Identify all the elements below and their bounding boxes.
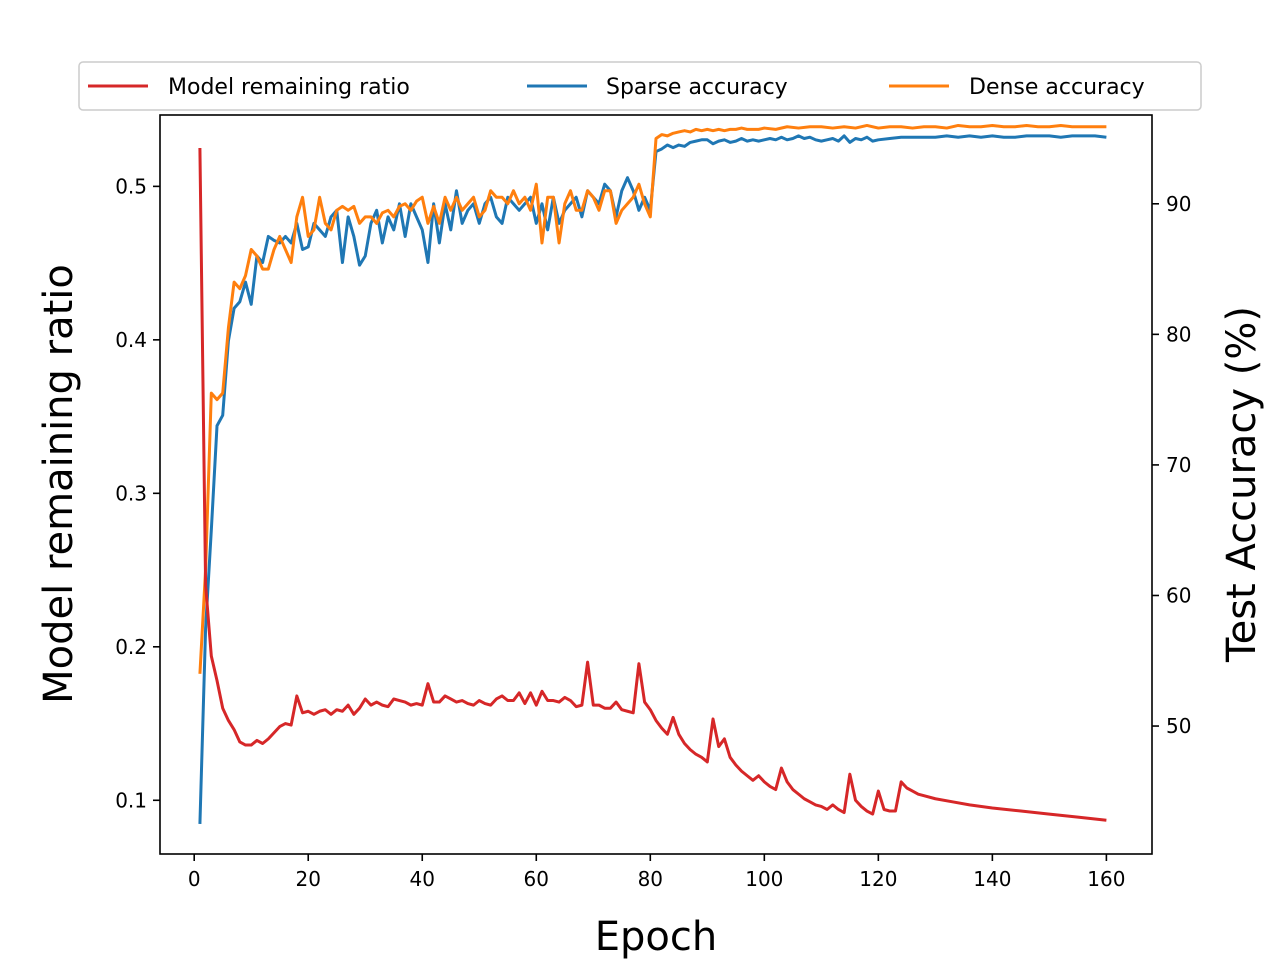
x-tick-label: 100 xyxy=(745,867,783,891)
legend-box xyxy=(78,61,1202,111)
x-tick-label: 80 xyxy=(638,867,663,891)
legend: Model remaining ratio Sparse accuracy De… xyxy=(78,61,1202,111)
legend-label-sparse-accuracy: Sparse accuracy xyxy=(606,75,788,100)
y-right-tick-label: 50 xyxy=(1166,714,1191,738)
x-tick-label: 160 xyxy=(1087,867,1125,891)
y-left-tick-label: 0.5 xyxy=(115,174,147,198)
y-right-tick-label: 80 xyxy=(1166,322,1191,346)
y-right-tick-label: 60 xyxy=(1166,583,1191,607)
y-axis-left-title: Model remaining ratio xyxy=(36,264,82,704)
y-right-tick-label: 90 xyxy=(1166,192,1191,216)
series-layer xyxy=(198,123,1107,825)
y-axis-left: 0.1 0.2 0.3 0.4 0.5 xyxy=(115,174,160,812)
y-axis-right: 50 60 70 80 90 xyxy=(1152,192,1191,738)
legend-label-remaining-ratio: Model remaining ratio xyxy=(168,75,410,100)
y-left-tick-label: 0.4 xyxy=(115,328,147,352)
plot-background xyxy=(160,115,1152,854)
legend-label-dense-accuracy: Dense accuracy xyxy=(969,75,1145,100)
y-left-tick-label: 0.1 xyxy=(115,788,147,812)
y-left-tick-label: 0.3 xyxy=(115,481,147,505)
y-right-tick-label: 70 xyxy=(1166,453,1191,477)
x-tick-label: 120 xyxy=(859,867,897,891)
series-line-model-remaining-ratio xyxy=(198,147,1107,822)
series-line-dense-accuracy xyxy=(198,123,1107,674)
x-tick-label: 20 xyxy=(296,867,321,891)
x-tick-label: 140 xyxy=(973,867,1011,891)
x-axis-title: Epoch xyxy=(595,914,717,960)
x-tick-label: 0 xyxy=(188,867,201,891)
x-tick-label: 60 xyxy=(524,867,549,891)
plot-frame xyxy=(159,114,1153,855)
x-axis: 0 20 40 60 80 100 120 140 160 xyxy=(188,854,1125,891)
y-axis-right-title: Test Accuracy (%) xyxy=(1219,306,1265,663)
x-tick-label: 40 xyxy=(410,867,435,891)
y-left-tick-label: 0.2 xyxy=(115,635,147,659)
